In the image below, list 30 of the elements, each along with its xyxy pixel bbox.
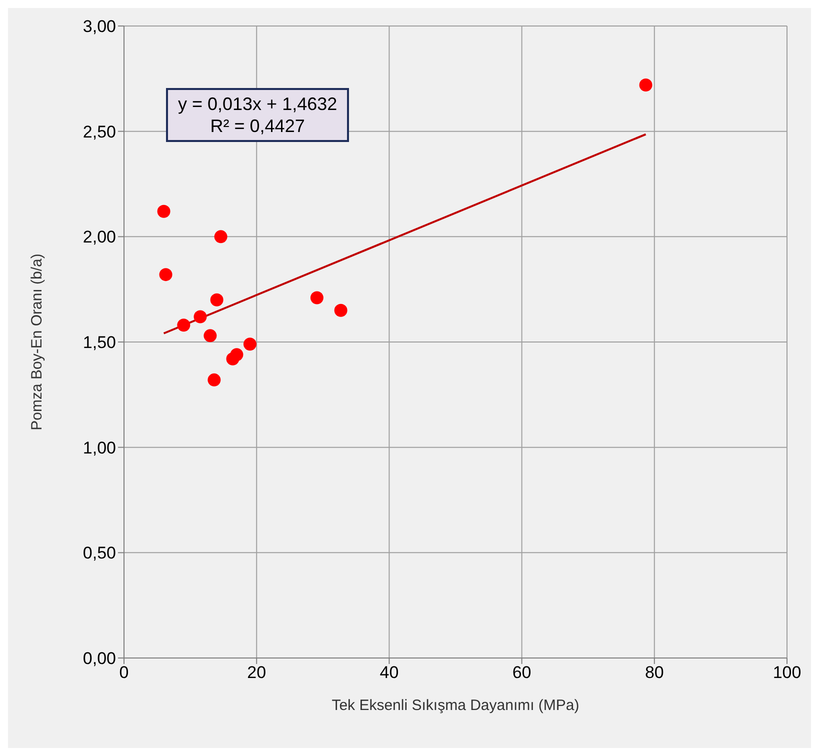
- point: [208, 373, 221, 386]
- y-axis-title: Pomza Boy-En Oranı (b/a): [28, 254, 46, 430]
- point: [194, 310, 207, 324]
- point: [177, 318, 190, 332]
- annotation: R² = 0,4427: [209, 115, 306, 137]
- x-axis-title: Tek Eksenli Sıkışma Dayanımı (MPa): [332, 697, 580, 714]
- annotation: y = 0,013x + 1,4632: [178, 93, 338, 115]
- point: [639, 78, 652, 92]
- y-tick-label: 2,50: [82, 122, 116, 142]
- y-tick-label: 3,00: [82, 17, 116, 36]
- point: [159, 268, 172, 282]
- y-tick-label: 2,00: [82, 228, 116, 247]
- point: [214, 230, 228, 244]
- point: [243, 338, 256, 351]
- point: [334, 304, 348, 317]
- point: [230, 348, 244, 362]
- y-tick-label: 0,50: [82, 544, 116, 563]
- y-tick-label: 1,00: [82, 438, 116, 458]
- y-tick-label: 1,50: [82, 333, 116, 352]
- point: [157, 204, 170, 218]
- x-tick-label: 80: [644, 663, 664, 682]
- point: [210, 293, 224, 306]
- x-tick-label: 20: [247, 663, 266, 682]
- y-tick-label: 0,00: [82, 649, 116, 668]
- x-tick-label: 40: [380, 663, 399, 682]
- x-tick-label: 100: [772, 663, 802, 682]
- point: [310, 291, 324, 304]
- point: [204, 329, 217, 342]
- x-tick-label: 0: [119, 663, 129, 682]
- x-tick-label: 60: [512, 663, 532, 682]
